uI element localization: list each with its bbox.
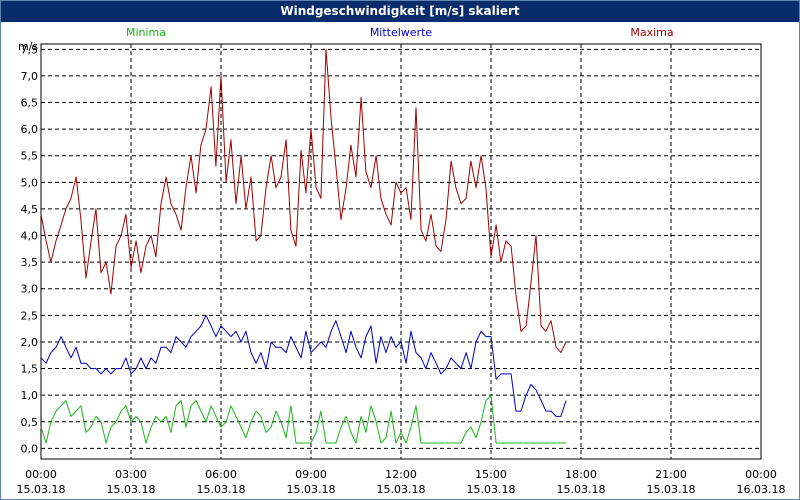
y-tick-label: 4,5 (21, 203, 39, 216)
x-tick-date: 15.03.18 (557, 483, 606, 496)
y-tick-label: 3,0 (21, 283, 39, 296)
x-tick-date: 15.03.18 (467, 483, 516, 496)
x-tick-time: 00:00 (745, 468, 777, 481)
y-tick-label: 5,0 (21, 176, 39, 189)
plot-area-border (40, 43, 762, 460)
legend-mittelwerte: Mittelwerte (370, 26, 433, 39)
x-tick-date: 15.03.18 (377, 483, 426, 496)
x-tick-time: 12:00 (385, 468, 417, 481)
x-tick-date: 16.03.18 (737, 483, 786, 496)
y-tick-label: 6,0 (21, 123, 39, 136)
y-tick-label: 3,5 (21, 256, 39, 269)
legend-minima: Minima (126, 26, 166, 39)
series-line-min (40, 394, 566, 444)
y-tick-label: 0,5 (21, 416, 39, 429)
series-line-mean (40, 314, 567, 417)
series-lines (40, 48, 567, 444)
x-tick-date: 15.03.18 (197, 483, 246, 496)
x-tick-time: 18:00 (565, 468, 597, 481)
x-tick-time: 09:00 (295, 468, 327, 481)
series-line-max (40, 48, 567, 354)
x-tick-time: 15:00 (475, 468, 507, 481)
y-tick-label: 5,5 (21, 150, 39, 163)
y-tick-label: 2,5 (21, 309, 39, 322)
x-tick-time: 00:00 (25, 468, 57, 481)
x-tick-date: 15.03.18 (107, 483, 156, 496)
x-tick-date: 15.03.18 (287, 483, 336, 496)
x-tick-time: 06:00 (205, 468, 237, 481)
legend-maxima: Maxima (630, 26, 673, 39)
y-tick-label: 0,0 (21, 442, 39, 455)
y-tick-label: 1,0 (21, 389, 39, 402)
y-tick-label: 4,0 (21, 230, 39, 243)
axis-labels: m/s Minima Mittelwerte Maxima 0,0 0,5 1,0 1… (17, 26, 786, 496)
y-axis-unit-label: m/s (18, 40, 38, 53)
gridlines (41, 44, 761, 459)
x-tick-date: 15.03.18 (647, 483, 696, 496)
chart-title: Windgeschwindigkeit [m/s] skaliert (1, 1, 799, 22)
x-tick-date: 15.03.18 (17, 483, 66, 496)
y-tick-label: 2,0 (21, 336, 39, 349)
y-tick-label: 6,5 (21, 97, 39, 110)
y-tick-label: 1,5 (21, 363, 39, 376)
y-tick-label: 7,5 (21, 43, 39, 56)
x-tick-time: 21:00 (655, 468, 687, 481)
x-tick-time: 03:00 (115, 468, 147, 481)
y-tick-label: 7,0 (21, 70, 39, 83)
